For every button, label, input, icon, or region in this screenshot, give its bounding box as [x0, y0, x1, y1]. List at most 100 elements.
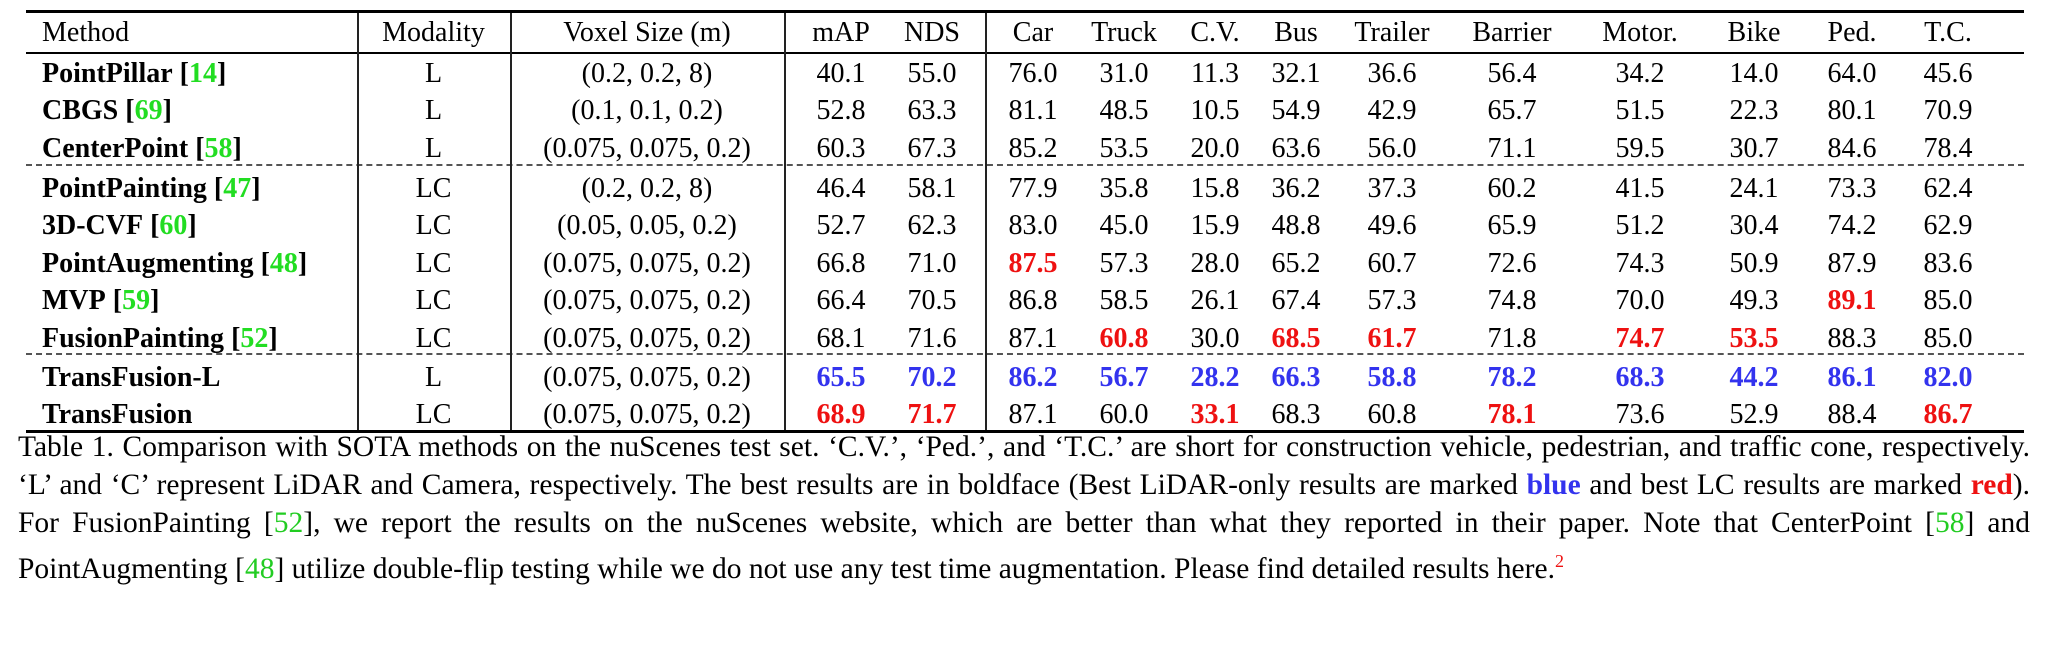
- value-cell: 67.3: [907, 132, 957, 164]
- value-cell: 34.2: [1615, 57, 1665, 89]
- citation-link[interactable]: 69: [134, 95, 163, 127]
- voxel-size-cell: (0.2, 0.2, 8): [581, 57, 713, 89]
- value-cell: 36.2: [1271, 172, 1321, 204]
- table-row: 3D-CVF [60] LC (0.05, 0.05, 0.2) 52.7 62.3 83…: [26, 207, 2024, 245]
- value-cell: 56.7: [1099, 361, 1149, 393]
- citation-link[interactable]: 58: [204, 132, 233, 164]
- method-cell: CenterPoint [58]: [42, 132, 242, 164]
- column-header: mAP: [812, 16, 870, 48]
- value-cell: 31.0: [1099, 57, 1149, 89]
- caption-text: Table 1. Comparison with SOTA methods on…: [18, 431, 2030, 501]
- method-name: TransFusion-L: [42, 361, 221, 393]
- value-cell: 73.3: [1827, 172, 1877, 204]
- column-header: Modality: [382, 16, 485, 48]
- value-cell: 65.9: [1487, 210, 1537, 242]
- value-cell: 65.5: [816, 361, 866, 393]
- value-cell: 60.2: [1487, 172, 1537, 204]
- table-caption: Table 1. Comparison with SOTA methods on…: [18, 428, 2030, 588]
- top-rule: [26, 10, 2024, 13]
- column-header: T.C.: [1924, 16, 1972, 48]
- value-cell: 41.5: [1615, 172, 1665, 204]
- value-cell: 11.3: [1191, 57, 1239, 89]
- column-header: NDS: [903, 16, 960, 48]
- value-cell: 77.9: [1008, 172, 1058, 204]
- value-cell: 63.3: [907, 95, 957, 127]
- value-cell: 36.6: [1367, 57, 1417, 89]
- value-cell: 72.6: [1487, 247, 1537, 279]
- method-cell: CBGS [69]: [42, 95, 172, 127]
- column-header: Ped.: [1827, 16, 1877, 48]
- modality-cell: LC: [415, 247, 452, 279]
- value-cell: 64.0: [1827, 57, 1877, 89]
- value-cell: 87.5: [1008, 247, 1058, 279]
- value-cell: 24.1: [1729, 172, 1779, 204]
- citation-link[interactable]: 14: [188, 57, 217, 89]
- value-cell: 89.1: [1827, 285, 1877, 317]
- citation-link[interactable]: 47: [223, 172, 252, 204]
- value-cell: 33.1: [1190, 399, 1240, 431]
- value-cell: 28.0: [1190, 247, 1240, 279]
- caption-text: ] and PointAugmenting [: [18, 507, 2030, 585]
- header-row: Method Modality Voxel Size (m) mAP NDS Car Tru…: [26, 14, 2024, 52]
- citation-link[interactable]: 60: [159, 210, 188, 242]
- value-cell: 56.0: [1367, 132, 1417, 164]
- citation-link[interactable]: 59: [122, 285, 151, 317]
- caption-text: ], we report the results on the nuScenes…: [303, 507, 1935, 539]
- method-name: PointPainting: [42, 172, 214, 204]
- value-cell: 70.0: [1615, 285, 1665, 317]
- method-name: FusionPainting: [42, 322, 232, 354]
- footnote-link[interactable]: 2: [1554, 551, 1564, 571]
- value-cell: 68.9: [816, 399, 866, 431]
- method-name: CenterPoint: [42, 132, 196, 164]
- value-cell: 14.0: [1729, 57, 1779, 89]
- value-cell: 88.4: [1827, 399, 1877, 431]
- method-name: MVP: [42, 285, 113, 317]
- table-row: TransFusion LC (0.075, 0.075, 0.2) 68.9 71.7…: [26, 396, 2024, 434]
- value-cell: 53.5: [1729, 322, 1779, 354]
- column-header: Motor.: [1602, 16, 1678, 48]
- value-cell: 71.0: [907, 247, 957, 279]
- value-cell: 87.1: [1008, 322, 1058, 354]
- value-cell: 78.1: [1487, 399, 1537, 431]
- citation-link[interactable]: 52: [240, 322, 269, 354]
- value-cell: 15.8: [1190, 172, 1240, 204]
- value-cell: 62.3: [907, 210, 957, 242]
- value-cell: 84.6: [1827, 132, 1877, 164]
- header-rule: [26, 52, 2024, 54]
- value-cell: 67.4: [1271, 285, 1321, 317]
- group-divider: [26, 164, 2024, 166]
- citation-link[interactable]: 48: [269, 247, 298, 279]
- value-cell: 58.8: [1367, 361, 1417, 393]
- value-cell: 58.5: [1099, 285, 1149, 317]
- value-cell: 56.4: [1487, 57, 1537, 89]
- caption-red-word: red: [1970, 469, 2013, 501]
- citation-link[interactable]: 58: [1934, 507, 1965, 539]
- citation-link[interactable]: 48: [244, 552, 275, 585]
- modality-cell: LC: [415, 172, 452, 204]
- value-cell: 68.3: [1615, 361, 1665, 393]
- caption-text: ). For FusionPainting [: [18, 469, 2030, 539]
- value-cell: 85.0: [1923, 285, 1973, 317]
- voxel-size-cell: (0.075, 0.075, 0.2): [543, 322, 751, 354]
- voxel-size-cell: (0.2, 0.2, 8): [581, 172, 713, 204]
- value-cell: 60.0: [1099, 399, 1149, 431]
- method-cell: PointPillar [14]: [42, 57, 227, 89]
- value-cell: 68.1: [816, 322, 866, 354]
- value-cell: 51.2: [1615, 210, 1665, 242]
- value-cell: 66.3: [1271, 361, 1321, 393]
- method-name: TransFusion: [42, 399, 193, 431]
- caption-blue-word: blue: [1526, 469, 1581, 501]
- value-cell: 65.2: [1271, 247, 1321, 279]
- value-cell: 71.6: [907, 322, 957, 354]
- voxel-size-cell: (0.05, 0.05, 0.2): [557, 210, 737, 242]
- value-cell: 62.9: [1923, 210, 1973, 242]
- column-divider: [357, 13, 359, 430]
- value-cell: 49.3: [1729, 285, 1779, 317]
- citation-link[interactable]: 52: [273, 507, 304, 539]
- value-cell: 26.1: [1190, 285, 1240, 317]
- modality-cell: L: [424, 57, 443, 89]
- value-cell: 78.4: [1923, 132, 1973, 164]
- column-header: Method: [42, 16, 130, 48]
- value-cell: 73.6: [1615, 399, 1665, 431]
- modality-cell: LC: [415, 399, 452, 431]
